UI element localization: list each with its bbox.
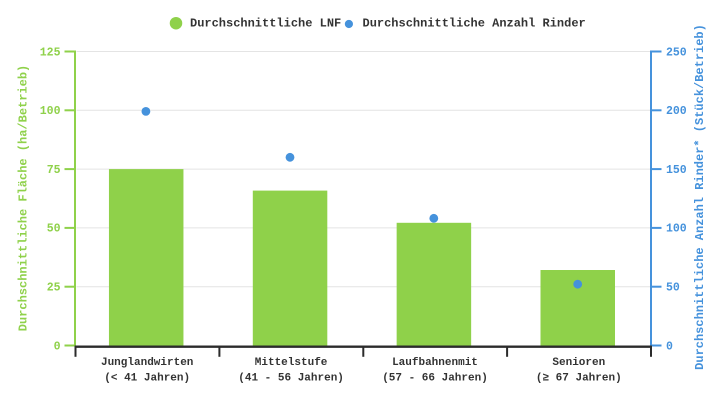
- svg-text:0: 0: [54, 340, 61, 353]
- svg-text:(57 - 66 Jahren): (57 - 66 Jahren): [382, 372, 488, 384]
- svg-text:Junglandwirten: Junglandwirten: [101, 357, 193, 369]
- svg-text:50: 50: [666, 282, 680, 295]
- svg-text:Durchschnittliche Fläche (ha/B: Durchschnittliche Fläche (ha/Betrieb): [17, 65, 31, 331]
- svg-text:Durchschnittliche Anzahl Rinde: Durchschnittliche Anzahl Rinder* (Stück/…: [693, 24, 707, 370]
- svg-text:Senioren: Senioren: [552, 357, 605, 369]
- svg-text:(41 - 56 Jahren): (41 - 56 Jahren): [238, 372, 344, 384]
- svg-text:100: 100: [666, 223, 687, 236]
- svg-text:100: 100: [40, 105, 61, 118]
- svg-text:250: 250: [666, 46, 687, 59]
- svg-text:Durchschnittliche LNF: Durchschnittliche LNF: [190, 17, 341, 31]
- svg-text:(≥ 67 Jahren): (≥ 67 Jahren): [536, 372, 622, 384]
- svg-text:0: 0: [666, 340, 673, 353]
- svg-text:(< 41 Jahren): (< 41 Jahren): [104, 372, 190, 384]
- svg-text:50: 50: [47, 223, 61, 236]
- svg-text:25: 25: [47, 282, 61, 295]
- svg-text:150: 150: [666, 164, 687, 177]
- svg-text:Durchschnittliche Anzahl Rinde: Durchschnittliche Anzahl Rinder: [363, 17, 586, 31]
- svg-text:200: 200: [666, 105, 687, 118]
- svg-text:75: 75: [47, 164, 61, 177]
- svg-text:125: 125: [40, 46, 61, 59]
- svg-text:Laufbahnenmit: Laufbahnenmit: [392, 357, 478, 369]
- svg-text:Mittelstufe: Mittelstufe: [255, 357, 328, 369]
